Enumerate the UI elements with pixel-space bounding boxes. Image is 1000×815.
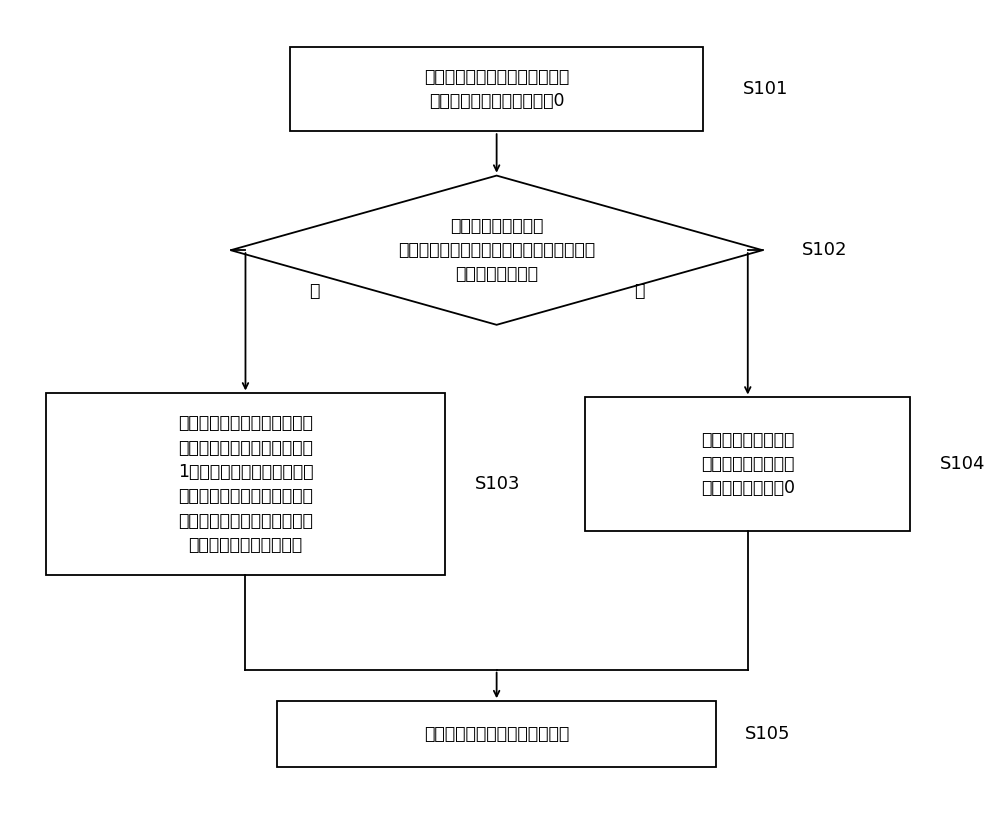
Text: S104: S104	[940, 455, 985, 473]
Text: 将锁存器的值设置为
周期计数器的值，将
周期计数器的值清0: 将锁存器的值设置为 周期计数器的值，将 周期计数器的值清0	[701, 430, 795, 497]
Text: 否: 否	[309, 281, 320, 300]
Text: 获取待分析信号，启动周期计数
器，周期计数器的初始值为0: 获取待分析信号，启动周期计数 器，周期计数器的初始值为0	[424, 68, 569, 110]
Text: 将锁存器的值的倒数确定为转速: 将锁存器的值的倒数确定为转速	[424, 725, 569, 743]
Text: 按照待分析信号的时
间顺序，在每个时钟周期，判断待分析信号
中是否出现上升沿: 按照待分析信号的时 间顺序，在每个时钟周期，判断待分析信号 中是否出现上升沿	[398, 217, 595, 284]
FancyBboxPatch shape	[46, 394, 445, 575]
FancyBboxPatch shape	[277, 701, 716, 767]
Text: S101: S101	[743, 80, 788, 98]
Text: S105: S105	[745, 725, 791, 743]
Polygon shape	[231, 175, 763, 325]
Text: S103: S103	[474, 475, 520, 493]
Text: S102: S102	[802, 241, 847, 259]
Text: 是: 是	[634, 281, 645, 300]
FancyBboxPatch shape	[585, 398, 910, 531]
FancyBboxPatch shape	[290, 46, 703, 131]
Text: 在周期计数器的值未达到预设
阈值时，将周期计数器的值加
1；若周期计数器的值大于或
等于锁存器的值，将锁存器的
值设置为周期计数器的值，锁
存器的初始值为预设阈: 在周期计数器的值未达到预设 阈值时，将周期计数器的值加 1；若周期计数器的值大于…	[178, 414, 313, 554]
